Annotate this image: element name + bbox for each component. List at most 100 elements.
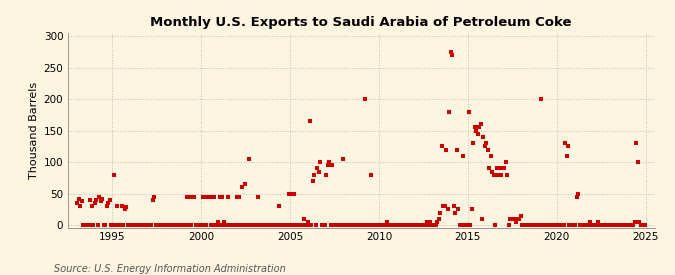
Point (574, 223, 585, 227)
Point (110, 223, 121, 227)
Point (182, 194, 192, 199)
Point (518, 223, 529, 227)
Point (163, 223, 174, 227)
Point (622, 223, 632, 227)
Point (454, 223, 465, 227)
Point (119, 207, 130, 211)
Point (84, 223, 95, 227)
Point (469, 125, 480, 130)
Point (106, 223, 117, 227)
Point (371, 223, 382, 227)
Point (560, 141, 570, 145)
Point (579, 223, 590, 227)
Point (298, 217, 309, 221)
Point (76, 199, 87, 204)
Point (598, 223, 609, 227)
Point (450, 210, 461, 215)
Point (146, 223, 157, 227)
Point (441, 147, 452, 152)
Point (294, 223, 305, 227)
Point (128, 223, 139, 227)
Point (155, 223, 165, 227)
Point (90, 201, 101, 205)
Point (152, 223, 163, 227)
Point (178, 223, 189, 227)
Point (453, 207, 464, 211)
Point (151, 223, 161, 227)
Point (100, 223, 111, 227)
Point (505, 217, 516, 221)
Point (184, 194, 195, 199)
Point (546, 223, 557, 227)
Point (573, 191, 584, 196)
Point (589, 223, 600, 227)
Point (385, 223, 396, 227)
Point (396, 223, 407, 227)
Point (619, 223, 630, 227)
Point (259, 223, 269, 227)
Point (408, 223, 419, 227)
Point (167, 223, 178, 227)
Point (86, 204, 97, 208)
Point (245, 223, 256, 227)
Point (370, 223, 381, 227)
Point (140, 223, 151, 227)
Point (137, 223, 148, 227)
Point (582, 223, 593, 227)
Point (364, 223, 375, 227)
Point (583, 223, 594, 227)
Point (304, 119, 315, 123)
Point (82, 223, 93, 227)
Point (554, 223, 564, 227)
Point (635, 223, 646, 227)
Point (448, 204, 459, 208)
Point (508, 217, 518, 221)
Point (402, 223, 413, 227)
Point (497, 166, 508, 170)
Point (112, 204, 123, 208)
Point (369, 223, 379, 227)
Point (196, 223, 207, 227)
Point (475, 122, 486, 127)
Point (266, 223, 277, 227)
Point (526, 223, 537, 227)
Point (502, 172, 512, 177)
Point (234, 194, 244, 199)
Point (318, 223, 329, 227)
Point (261, 223, 272, 227)
Point (468, 141, 479, 145)
Point (640, 223, 651, 227)
Point (92, 223, 103, 227)
Point (472, 131, 483, 136)
Point (173, 223, 184, 227)
Point (306, 223, 317, 227)
Point (265, 223, 275, 227)
Point (279, 223, 290, 227)
Point (576, 223, 587, 227)
Point (122, 223, 133, 227)
Point (142, 223, 153, 227)
Point (614, 223, 625, 227)
Point (398, 223, 409, 227)
Point (317, 223, 327, 227)
Point (555, 223, 566, 227)
Point (310, 223, 321, 227)
Point (213, 220, 223, 224)
Point (157, 223, 167, 227)
Point (219, 220, 230, 224)
Point (260, 223, 271, 227)
Point (180, 223, 191, 227)
Point (438, 204, 449, 208)
Point (570, 223, 580, 227)
Point (103, 201, 113, 205)
Point (631, 141, 642, 145)
Point (105, 198, 115, 202)
Point (435, 210, 446, 215)
Point (520, 223, 531, 227)
Point (302, 223, 313, 227)
Point (359, 97, 370, 101)
Point (548, 223, 559, 227)
Point (504, 223, 514, 227)
Point (605, 223, 616, 227)
Point (324, 160, 335, 164)
